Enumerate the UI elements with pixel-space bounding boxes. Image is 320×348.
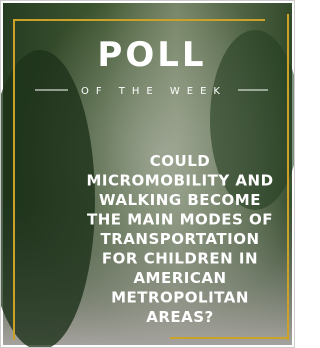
poster: POLL OF THE WEEK COULD MICROMOBILITY ANDW…	[0, 0, 295, 348]
question-line: FOR CHILDREN IN	[102, 250, 258, 268]
question-line: AREAS?	[146, 308, 214, 326]
question-line: WALKING BECOME	[99, 191, 261, 209]
question-line: MICROMOBILITY AND	[86, 172, 273, 190]
question-line: COULD	[150, 152, 210, 170]
question-line: AMERICAN	[133, 269, 226, 287]
poll-subtitle: OF THE WEEK	[81, 86, 227, 97]
question-line: METROPOLITAN	[111, 289, 249, 307]
question-line: TRANSPORTATION	[101, 230, 260, 248]
question-line: THE MAIN MODES OF	[87, 211, 273, 229]
poll-title: POLL	[97, 35, 206, 75]
